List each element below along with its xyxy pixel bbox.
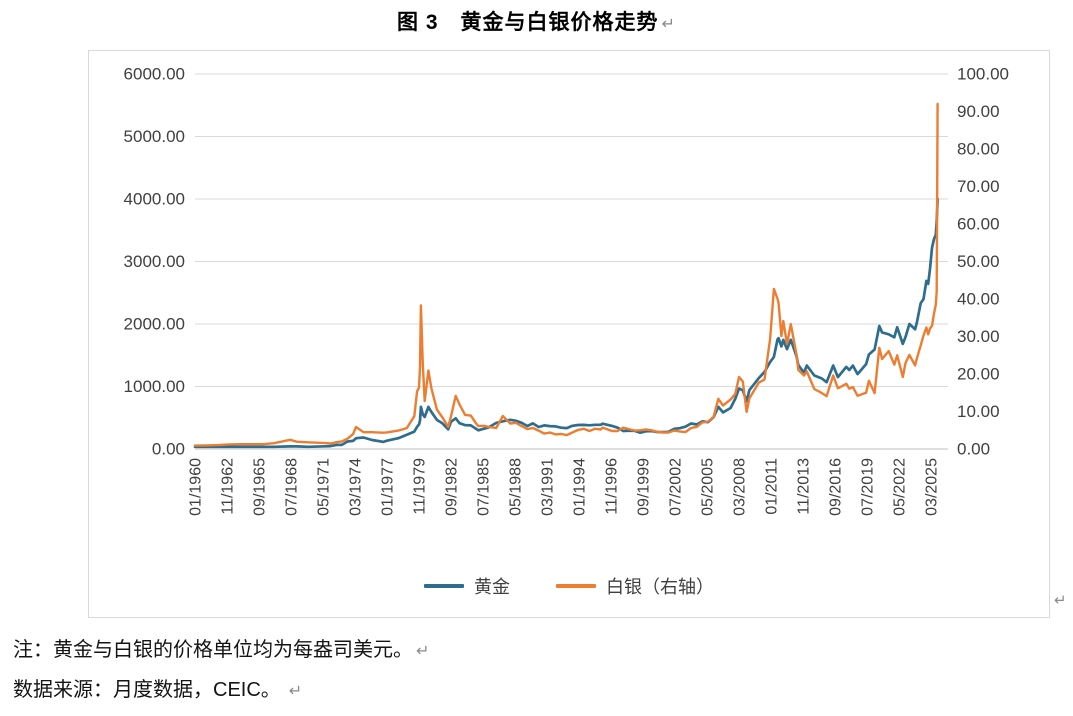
x-axis-tick-label: 01/2011 xyxy=(763,458,780,515)
x-axis-tick-label: 03/2008 xyxy=(731,458,748,516)
legend-label-gold: 黄金 xyxy=(474,577,510,597)
figure-title-text: 图 3 黄金与白银价格走势 xyxy=(397,11,659,34)
x-axis-tick-label: 09/1982 xyxy=(443,458,460,516)
x-axis-tick-label: 09/2016 xyxy=(827,458,844,516)
left-axis-tick-label: 5000.00 xyxy=(124,127,185,146)
right-axis-tick-label: 0.00 xyxy=(957,440,990,459)
note-units: 注：黄金与白银的价格单位均为每盎司美元。 ↵ xyxy=(13,633,429,662)
left-axis-tick-label: 2000.00 xyxy=(124,315,185,334)
x-axis-tick-label: 07/1985 xyxy=(475,458,492,516)
x-axis-tick-label: 05/2022 xyxy=(891,458,908,516)
legend-item-silver: 白银（右轴） xyxy=(556,573,714,599)
left-axis-tick-label: 6000.00 xyxy=(124,65,185,84)
x-axis-tick-label: 03/1991 xyxy=(539,458,556,516)
gold-series-line xyxy=(193,197,939,449)
paragraph-mark-icon: ↵ xyxy=(1054,592,1067,609)
paragraph-mark-icon: ↵ xyxy=(288,683,303,700)
paragraph-mark-icon: ↵ xyxy=(416,643,430,660)
x-axis-tick-label: 11/2013 xyxy=(795,458,812,515)
left-axis-tick-label: 0.00 xyxy=(152,440,185,459)
right-axis-tick-label: 80.00 xyxy=(957,140,1000,159)
legend-item-gold: 黄金 xyxy=(424,573,510,599)
x-axis-tick-label: 11/1979 xyxy=(411,458,428,515)
gold-silver-price-chart: 6000.00 5000.00 4000.00 3000.00 2000.00 1000.… xyxy=(124,65,1009,516)
x-axis-tick-label: 11/1962 xyxy=(219,458,236,515)
x-axis-tick-label: 03/2025 xyxy=(923,458,940,516)
x-axis-tick-label: 05/1988 xyxy=(507,458,524,516)
legend-label-silver: 白银（右轴） xyxy=(606,577,714,597)
figure-title: 图 3 黄金与白银价格走势 ↵ xyxy=(0,6,1073,36)
x-axis-tick-label: 07/1968 xyxy=(283,458,300,516)
note-units-text: 注：黄金与白银的价格单位均为每盎司美元。 xyxy=(13,639,413,661)
x-axis-tick-label: 01/1960 xyxy=(187,458,204,516)
x-axis-tick-label: 09/1999 xyxy=(635,458,652,516)
left-axis-tick-label: 3000.00 xyxy=(124,252,185,271)
chart-frame: 6000.00 5000.00 4000.00 3000.00 2000.00 1000.… xyxy=(88,50,1050,618)
x-axis-tick-label: 01/1977 xyxy=(379,458,396,516)
note-source: 数据来源：月度数据，CEIC。 ↵ xyxy=(13,673,302,702)
silver-series-line xyxy=(193,102,939,447)
right-axis-tick-label: 70.00 xyxy=(957,177,1000,196)
legend-swatch-gold xyxy=(424,584,464,588)
left-axis-tick-label: 1000.00 xyxy=(124,377,185,396)
x-axis-tick-label: 09/1965 xyxy=(251,458,268,516)
x-axis-tick-label: 11/1996 xyxy=(603,458,620,515)
right-axis-tick-label: 40.00 xyxy=(957,290,1000,309)
right-axis-tick-label: 30.00 xyxy=(957,327,1000,346)
note-source-text: 数据来源：月度数据，CEIC。 xyxy=(13,679,281,701)
legend-swatch-silver xyxy=(556,584,596,588)
x-axis-tick-label: 07/2019 xyxy=(859,458,876,516)
x-axis-tick-label: 05/1971 xyxy=(315,458,332,516)
right-axis-tick-label: 100.00 xyxy=(957,65,1009,84)
paragraph-mark-icon: ↵ xyxy=(661,16,676,33)
x-axis-tick-label: 07/2002 xyxy=(667,458,684,516)
chart-legend: 黄金 白银（右轴） xyxy=(89,573,1049,599)
right-axis-tick-label: 60.00 xyxy=(957,215,1000,234)
right-axis-tick-label: 90.00 xyxy=(957,102,1000,121)
left-axis-tick-label: 4000.00 xyxy=(124,190,185,209)
x-axis-tick-label: 05/2005 xyxy=(699,458,716,516)
right-axis-tick-label: 20.00 xyxy=(957,365,1000,384)
x-axis-tick-label: 03/1974 xyxy=(347,458,364,516)
right-axis-tick-label: 50.00 xyxy=(957,252,1000,271)
x-axis-tick-label: 01/1994 xyxy=(571,458,588,516)
right-axis-tick-label: 10.00 xyxy=(957,402,1000,421)
